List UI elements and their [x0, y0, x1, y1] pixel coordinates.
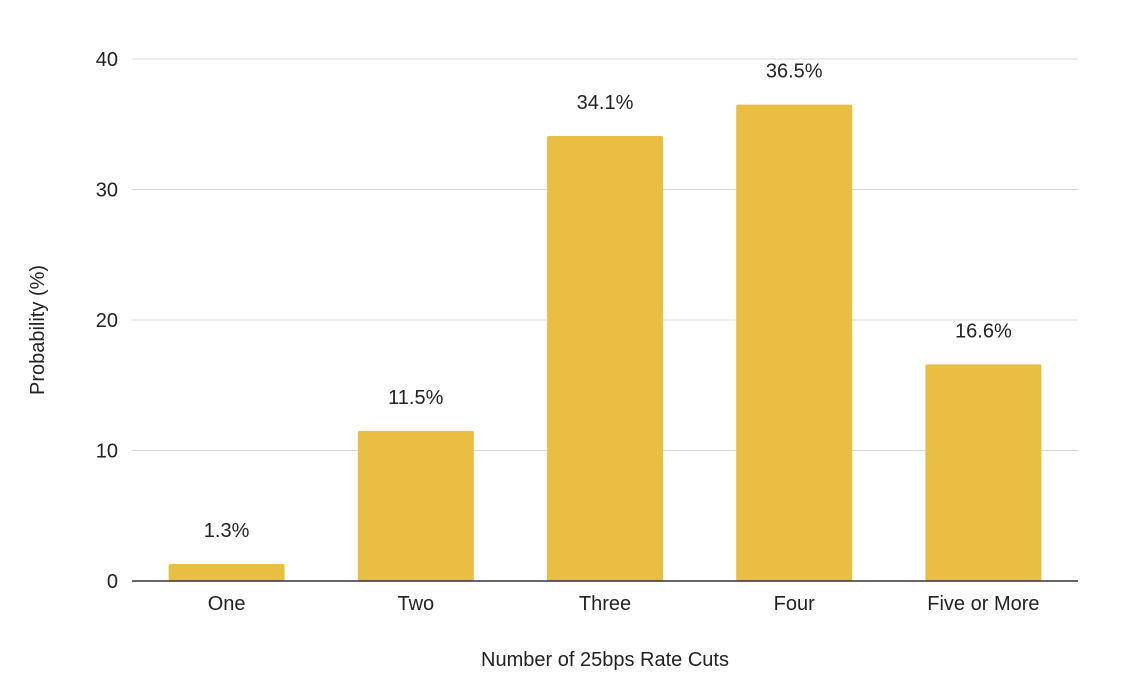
x-axis-ticks: One Two Three Four Five or More — [208, 593, 1040, 615]
x-tick-label: Three — [579, 593, 631, 615]
y-axis-title: Probability (%) — [27, 265, 49, 395]
bar — [925, 364, 1042, 581]
bar — [736, 104, 853, 582]
bars — [168, 104, 1042, 582]
data-label: 36.5% — [766, 61, 823, 83]
x-tick-label: Four — [774, 593, 815, 615]
x-axis-title: Number of 25bps Rate Cuts — [481, 649, 729, 671]
bar — [168, 564, 285, 581]
y-tick-label: 10 — [96, 441, 118, 463]
x-tick-label: Two — [397, 593, 434, 615]
y-tick-label: 30 — [96, 180, 118, 202]
bar — [357, 430, 474, 581]
data-label: 11.5% — [388, 387, 443, 409]
data-labels: 1.3% 11.5% 34.1% 36.5% 16.6% — [204, 61, 1012, 542]
x-tick-label: One — [208, 593, 246, 615]
x-tick-label: Five or More — [927, 593, 1039, 615]
bar — [547, 135, 663, 581]
y-tick-label: 20 — [96, 310, 118, 332]
data-label: 34.1% — [577, 92, 634, 114]
y-tick-label: 40 — [96, 49, 118, 71]
y-axis-ticks: 0 10 20 30 40 — [96, 49, 118, 593]
y-tick-label: 0 — [107, 571, 118, 593]
data-label: 16.6% — [955, 320, 1012, 342]
data-label: 1.3% — [204, 520, 250, 542]
